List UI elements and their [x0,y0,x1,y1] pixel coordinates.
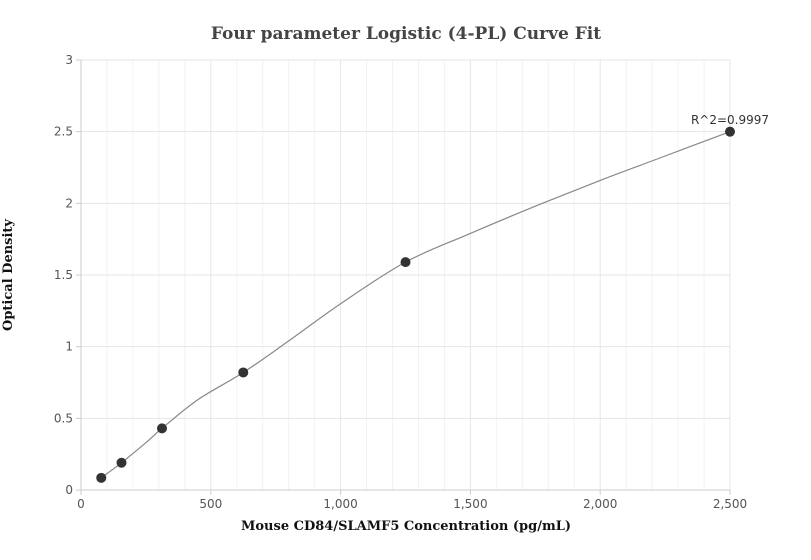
y-tick-label: 1.5 [54,268,73,282]
data-point [116,457,127,468]
x-tick-label: 2,000 [583,497,617,511]
grid [81,59,731,490]
y-tick-label: 2.5 [54,125,73,139]
x-tick-label: 1,000 [323,497,357,511]
y-axis-label: Optical Density [1,219,16,331]
x-tick-label: 1,500 [453,497,487,511]
y-tick-label: 3 [65,53,73,67]
data-point [96,472,107,483]
fit-curve [100,131,731,479]
data-point [238,367,249,378]
chart-title: Four parameter Logistic (4-PL) Curve Fit [211,24,601,44]
x-tick-label: 500 [199,497,222,511]
data-points [96,126,735,483]
data-point [400,257,411,268]
x-tick-label: 0 [77,497,85,511]
y-tick-label: 0.5 [54,411,73,425]
data-point [725,126,735,137]
x-tick-label: 2,500 [713,497,747,511]
y-tick-label: 1 [65,340,73,354]
x-axis-label: Mouse CD84/SLAMF5 Concentration (pg/mL) [241,519,571,534]
tick-labels: 0 0.5 1 1.5 2 2.5 3 0 500 1,000 1,500 2,000 2,500 [54,53,747,511]
data-point [156,423,167,434]
r-squared-annotation: R^2=0.9997 [691,113,769,127]
axes [76,59,731,495]
y-tick-label: 0 [65,483,73,497]
y-tick-label: 2 [65,196,73,210]
